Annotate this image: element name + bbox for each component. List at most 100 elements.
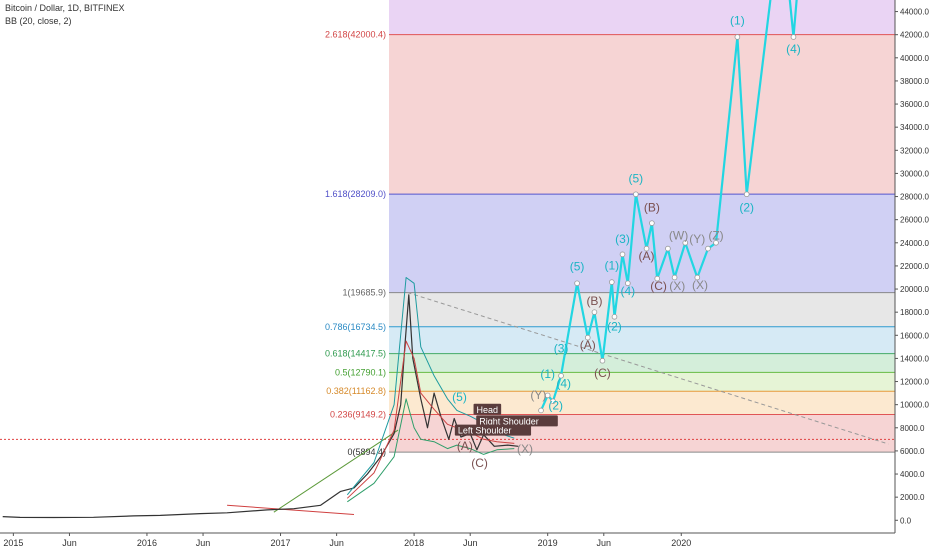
x-tick-label: Jun — [62, 538, 77, 548]
wave-label: (B) — [586, 294, 602, 308]
fib-band — [389, 353, 895, 373]
fib-band — [389, 391, 895, 415]
y-tick-label: 12000.0 — [900, 378, 929, 387]
wave-pivot-point — [619, 251, 626, 258]
x-tick-label: 2016 — [137, 538, 157, 548]
y-tick-label: 38000.0 — [900, 77, 929, 86]
fib-level-label: 0.5(12790.1) — [335, 367, 386, 377]
series-bollinger-band[interactable] — [347, 398, 515, 503]
series-bollinger-mid[interactable] — [346, 340, 515, 499]
wave-pivot-point — [558, 372, 564, 379]
chart-symbol-title: Bitcoin / Dollar, 1D, BITFINEX — [5, 3, 125, 13]
x-tick-label: Jun — [329, 538, 344, 548]
y-tick-label: 30000.0 — [900, 169, 929, 178]
wave-pivot-point — [654, 275, 661, 282]
y-tick-label: 44000.0 — [900, 8, 929, 17]
pattern-label-text: Right Shoulder — [479, 416, 539, 426]
wave-pivot-point — [671, 274, 678, 281]
fib-level-label: 0.618(14417.5) — [325, 349, 386, 359]
wave-label: (Y) — [689, 232, 705, 246]
fib-level-label: 1.618(28209.0) — [325, 189, 386, 199]
wave-label: (C) — [650, 279, 667, 293]
wave-pivot-point — [625, 280, 631, 287]
x-tick-label: Jun — [463, 538, 478, 548]
wave-label: (1) — [604, 258, 619, 272]
wave-pivot-point — [609, 279, 615, 285]
y-tick-label: 16000.0 — [900, 331, 929, 340]
y-tick-label: 32000.0 — [900, 146, 929, 155]
y-tick-label: 2000.0 — [900, 493, 925, 502]
y-tick-label: 10000.0 — [900, 401, 929, 410]
pattern-label: Left Shoulder — [454, 424, 532, 436]
fib-band — [389, 326, 895, 354]
trendline[interactable] — [407, 292, 889, 445]
wave-label: (4) — [786, 42, 801, 56]
wave-label: (1) — [540, 367, 555, 381]
wave-label: (A) — [457, 439, 473, 453]
trendlines — [227, 292, 889, 515]
pattern-label: Right Shoulder — [476, 415, 558, 427]
fib-level-label: 1(19685.9) — [342, 288, 386, 298]
x-tick-label: Jun — [597, 538, 612, 548]
wave-label: (2) — [548, 398, 563, 412]
y-tick-label: 8000.0 — [900, 424, 925, 433]
fib-level-lines — [0, 34, 895, 453]
wave-label: (W) — [669, 228, 688, 242]
y-tick-label: 42000.0 — [900, 31, 929, 40]
fib-level-label: 0(5894.4) — [347, 447, 386, 457]
fib-level-label: 2.618(42000.4) — [325, 30, 386, 40]
wave-pivot-point — [649, 220, 655, 226]
wave-label: (3) — [615, 232, 630, 246]
wave-pivot-point — [743, 191, 750, 198]
wave-pivot-point — [574, 280, 580, 287]
wave-pivot-point — [584, 334, 591, 341]
pattern-label-text: Left Shoulder — [458, 426, 512, 436]
x-tick-label: 2018 — [404, 538, 424, 548]
y-tick-label: 28000.0 — [900, 193, 929, 202]
x-tick-label: 2019 — [538, 538, 558, 548]
x-tick-label: 2017 — [271, 538, 291, 548]
series-projection-impulse[interactable] — [539, 0, 802, 411]
wave-pivot-point — [599, 357, 606, 364]
fib-band — [389, 34, 895, 195]
trendline[interactable] — [227, 504, 355, 515]
wave-label: (5) — [629, 172, 644, 186]
y-tick-label: 18000.0 — [900, 308, 929, 317]
wave-label: (4) — [556, 376, 571, 390]
wave-pivot-point — [665, 245, 671, 252]
wave-pivot-point — [591, 309, 598, 315]
wave-label: (C) — [594, 366, 611, 380]
wave-label: (X) — [692, 278, 708, 292]
wave-label: (B) — [644, 201, 660, 215]
wave-pivot-point — [611, 313, 618, 320]
y-tick-label: 22000.0 — [900, 262, 929, 271]
wave-label: (X) — [517, 442, 533, 456]
y-tick-label: 20000.0 — [900, 285, 929, 294]
wave-pivot-point — [550, 398, 556, 404]
x-tick-label: 2015 — [3, 538, 23, 548]
wave-label: (A) — [580, 338, 596, 352]
wave-pivot-point — [544, 392, 551, 399]
pattern-label-box — [473, 403, 502, 415]
wave-label: (2) — [607, 320, 622, 334]
wave-label: (2) — [739, 201, 754, 215]
trendline[interactable] — [273, 429, 399, 513]
y-tick-label: 34000.0 — [900, 123, 929, 132]
wave-pivot-point — [713, 239, 719, 246]
pattern-label-box — [454, 424, 532, 436]
fib-level-labels: 0(5894.4) 0.236(9149.2) 0.382(11162.8) 0.5(… — [325, 30, 386, 457]
pattern-label-text: Head — [477, 405, 499, 415]
wave-pivot-point — [705, 245, 711, 252]
wave-pivot-point — [734, 34, 741, 40]
wave-pivot-point — [790, 34, 797, 40]
fib-level-label: 0.786(16734.5) — [325, 322, 386, 332]
wave-pivot-point — [538, 407, 544, 414]
wave-label: (1) — [730, 13, 745, 27]
y-tick-label: 36000.0 — [900, 100, 929, 109]
y-tick-label: 6000.0 — [900, 447, 925, 456]
fib-band — [389, 0, 895, 35]
x-tick-label: 2020 — [671, 538, 691, 548]
x-tick-label: Jun — [196, 538, 211, 548]
